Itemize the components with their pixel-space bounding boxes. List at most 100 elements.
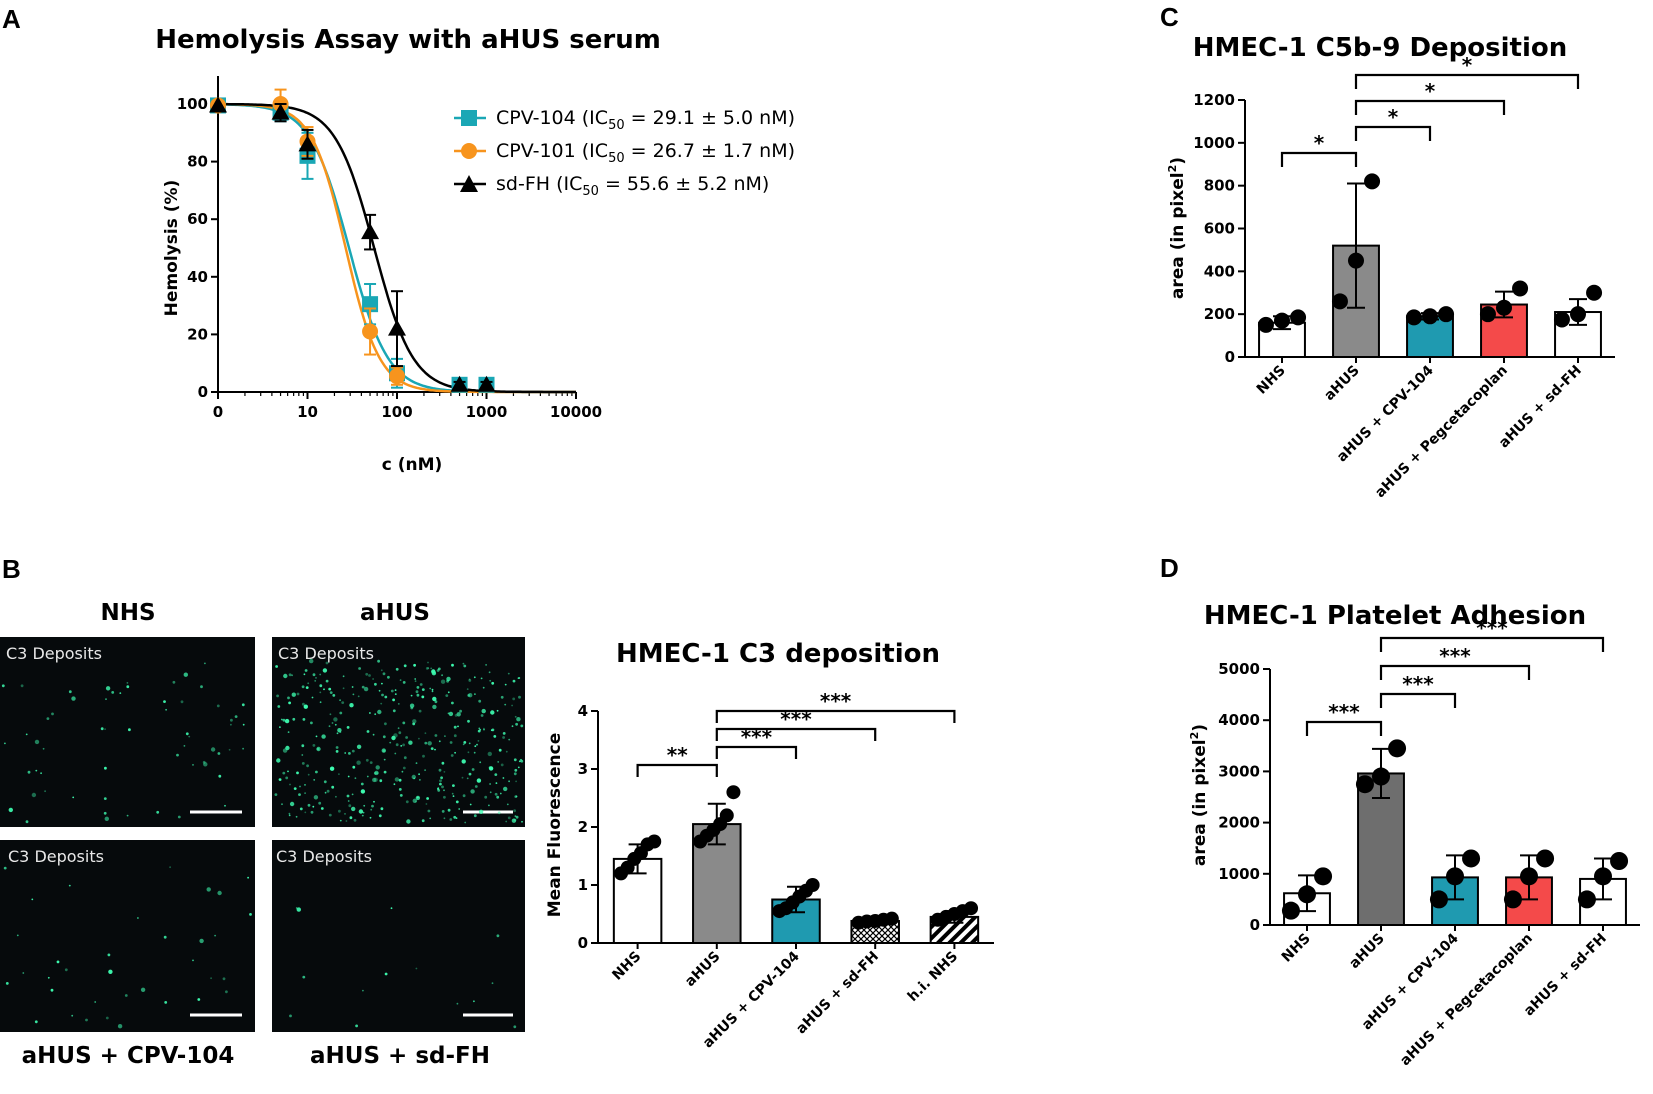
image-label-ahus: aHUS [360, 600, 430, 626]
deposit-speck [280, 718, 283, 721]
deposit-speck [500, 763, 504, 767]
deposit-speck [346, 794, 350, 798]
deposit-speck [282, 718, 286, 722]
deposit-speck [410, 706, 414, 710]
deposit-speck [214, 934, 217, 937]
deposit-speck [380, 669, 383, 672]
deposit-speck [491, 681, 495, 685]
x-tick-label: 10000 [550, 403, 602, 421]
deposit-speck [302, 718, 306, 721]
deposit-speck [348, 804, 352, 808]
significance-label: *** [1476, 616, 1508, 640]
replicate-point [805, 878, 820, 892]
category-label-h-i-nhs: h.i. NHS [905, 949, 961, 1005]
significance-bracket [715, 709, 956, 723]
deposit-speck [506, 803, 509, 806]
deposit-speck [430, 747, 434, 750]
replicate-point [1405, 309, 1422, 326]
deposit-speck [505, 820, 508, 823]
deposit-speck [462, 794, 466, 798]
category-label-ahus-sd-fh: aHUS + sd-FH [1496, 363, 1585, 452]
deposit-speck [518, 695, 521, 699]
deposit-speck [478, 809, 484, 814]
deposit-speck [303, 704, 308, 709]
deposit-speck [329, 691, 333, 694]
deposit-speck [217, 752, 221, 755]
deposit-speck [514, 768, 518, 772]
deposit-speck [351, 793, 354, 796]
deposit-speck [516, 717, 521, 722]
deposit-speck [484, 795, 488, 799]
deposit-speck [352, 765, 356, 769]
deposit-speck [378, 689, 381, 692]
deposit-speck [412, 719, 417, 724]
deposit-speck [313, 779, 316, 781]
deposit-speck [408, 740, 413, 745]
deposit-speck [491, 982, 494, 985]
deposit-speck [94, 1001, 97, 1003]
deposit-speck [368, 674, 371, 677]
deposit-speck [393, 783, 396, 786]
deposit-speck [312, 673, 316, 677]
deposit-speck [449, 741, 453, 744]
deposit-speck [405, 800, 409, 804]
deposit-speck [333, 717, 338, 722]
significance-bracket [1354, 99, 1506, 115]
deposit-speck [344, 752, 347, 754]
deposit-speck [274, 793, 278, 796]
deposit-speck [515, 780, 517, 783]
deposit-speck [380, 702, 383, 705]
panel-b-ylabel: Mean Fluorescence [545, 733, 565, 918]
deposit-speck [358, 809, 364, 814]
deposit-speck [497, 811, 501, 815]
y-tick-label: 4 [578, 702, 588, 720]
deposit-speck [25, 820, 29, 824]
category-label-nhs: NHS [609, 949, 644, 984]
legend-entry-cpv-104: CPV-104 (IC50 = 29.1 ± 5.0 nM) [454, 107, 795, 133]
deposit-speck [458, 808, 461, 810]
deposit-speck [513, 772, 517, 776]
deposit-speck [319, 691, 322, 694]
deposit-speck [287, 731, 290, 733]
deposit-speck [399, 679, 402, 681]
deposit-speck [473, 814, 477, 818]
micrograph-tag: C3 Deposits [6, 644, 102, 663]
panel-letter-d: D [1160, 553, 1179, 583]
category-label-ahus: aHUS [682, 949, 723, 990]
deposit-speck [392, 698, 395, 702]
deposit-speck [71, 696, 76, 701]
deposit-speck [299, 785, 301, 788]
deposit-speck [344, 813, 346, 815]
deposit-speck [514, 715, 517, 718]
deposit-speck [383, 770, 387, 774]
deposit-speck [480, 677, 483, 680]
deposit-speck [222, 977, 226, 981]
y-tick-label: 1200 [1193, 91, 1235, 109]
replicate-point [1446, 867, 1464, 886]
deposit-speck [117, 1023, 123, 1029]
significance-label: * [1314, 131, 1325, 155]
deposit-speck [377, 659, 380, 663]
replicate-point [1372, 767, 1390, 786]
deposit-speck [345, 820, 348, 822]
deposit-speck [409, 703, 415, 708]
deposit-speck [478, 699, 482, 703]
data-point-triangle [298, 135, 317, 152]
panel-a-xlabel: c (nM) [382, 455, 443, 475]
deposit-speck [288, 814, 291, 817]
deposit-speck [351, 749, 355, 753]
deposit-speck [398, 778, 402, 782]
y-tick-label: 4000 [1218, 711, 1260, 729]
deposit-speck [277, 705, 281, 708]
deposit-speck [394, 689, 397, 691]
deposit-speck [370, 808, 373, 811]
deposit-speck [437, 787, 440, 789]
deposit-speck [520, 724, 524, 728]
deposit-speck [416, 693, 420, 697]
deposit-speck [348, 752, 351, 755]
deposit-speck [418, 737, 420, 740]
deposit-speck [185, 732, 189, 736]
y-tick-label: 800 [1204, 177, 1235, 195]
deposit-speck [468, 679, 472, 682]
deposit-speck [468, 678, 471, 681]
